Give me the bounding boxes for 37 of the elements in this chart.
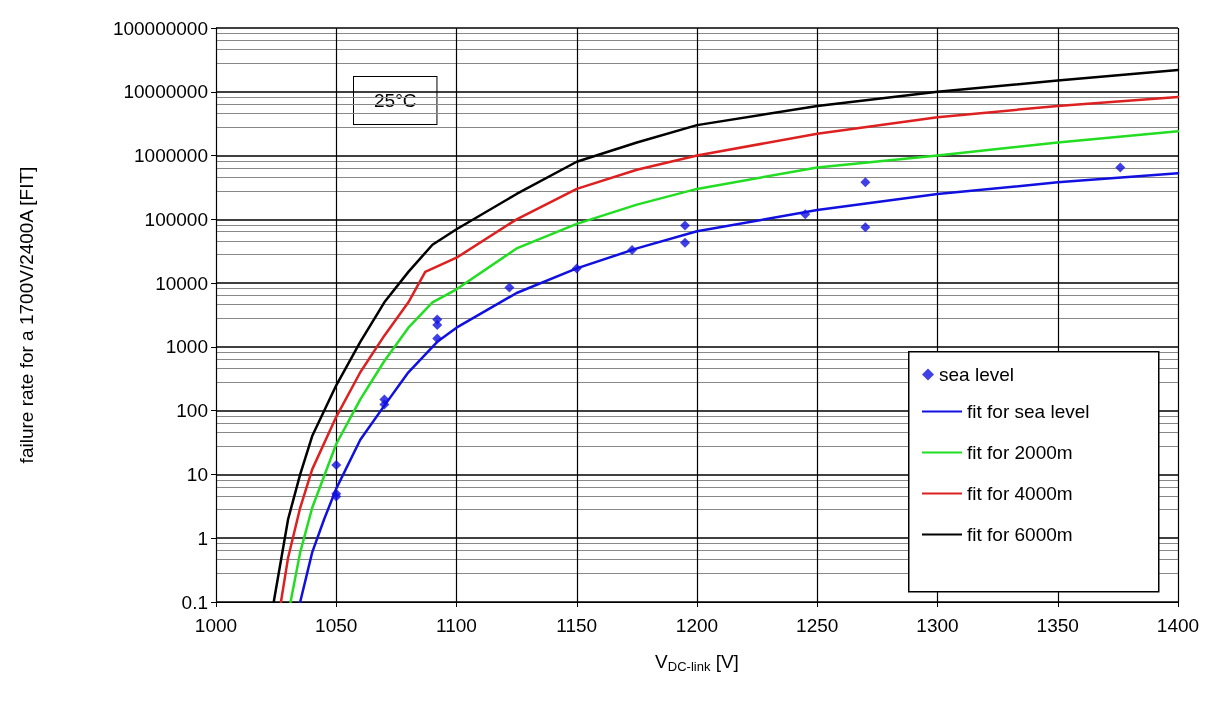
- y-tick-label: 100000000: [112, 17, 208, 39]
- x-tick-label: 1400: [1156, 615, 1200, 636]
- y-tick-label: 10: [186, 463, 208, 485]
- point: [679, 220, 690, 231]
- point: [860, 222, 871, 233]
- y-tick-label: 10000: [155, 272, 208, 294]
- x-tick-label: 1150: [556, 615, 598, 636]
- y-tick-label: 100000: [144, 208, 208, 230]
- y-tick-label: 0.1: [181, 591, 208, 613]
- y-tick-label: 100: [176, 400, 208, 422]
- point: [331, 460, 342, 471]
- legend-label: sea level: [939, 364, 1014, 385]
- x-tick-label: 1200: [675, 615, 719, 636]
- legend-label: fit for 2000m: [967, 442, 1073, 463]
- y-tick-label: 1000000: [134, 145, 208, 167]
- point: [432, 320, 443, 331]
- point: [800, 209, 811, 220]
- point: [1115, 162, 1126, 173]
- x-tick-label: 1250: [796, 615, 839, 636]
- x-tick-label: 1050: [315, 615, 358, 636]
- legend-label: fit for sea level: [967, 401, 1090, 422]
- point: [627, 245, 638, 256]
- point: [504, 282, 515, 293]
- x-tick-label: 1350: [1036, 615, 1079, 636]
- point: [860, 177, 871, 188]
- y-tick-label: 10000000: [123, 81, 208, 103]
- point: [432, 333, 443, 344]
- y-tick-label: 1: [197, 527, 208, 549]
- point: [679, 237, 690, 248]
- y-tick-label: 1000: [165, 336, 208, 358]
- x-tick-label: 1100: [436, 615, 477, 636]
- point: [571, 263, 582, 274]
- x-tick-label: 1300: [916, 615, 959, 636]
- point: [379, 399, 390, 410]
- y-axis-title: failure rate for a 1700V/2400A [FIT]: [16, 166, 37, 464]
- legend-label: fit for 4000m: [967, 483, 1073, 504]
- legend-label: fit for 6000m: [967, 524, 1073, 545]
